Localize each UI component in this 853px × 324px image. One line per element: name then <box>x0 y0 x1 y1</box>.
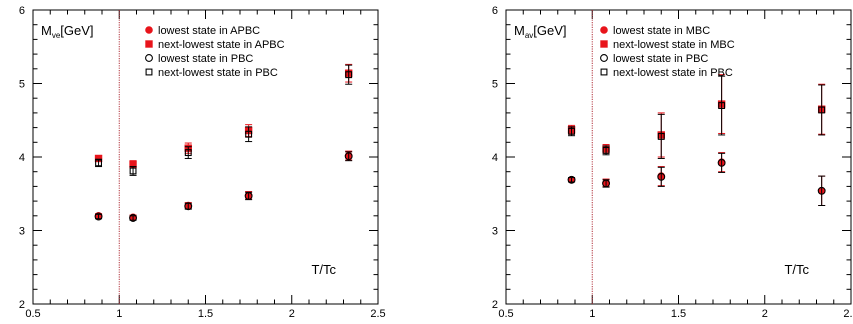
legend-marker <box>145 40 153 48</box>
y-tick-label: 4 <box>19 152 25 164</box>
data-point <box>657 132 665 140</box>
x-tick-label: 1 <box>116 308 122 320</box>
data-point <box>818 106 826 114</box>
y-axis-label: Mve[GeV] <box>41 23 94 40</box>
series-2 <box>567 152 826 207</box>
legend: lowest state in APBC next-lowest state in… <box>145 25 285 79</box>
data-point <box>568 127 576 135</box>
legend-marker <box>600 40 608 48</box>
x-tick-label: 0.5 <box>498 308 513 320</box>
legend-entry: lowest state in PBC <box>613 53 708 65</box>
y-tick-label: 5 <box>492 79 498 91</box>
y-axis-label-subscript: ve <box>52 31 61 40</box>
data-point <box>657 172 666 181</box>
y-axis-label-symbol: M <box>514 23 525 38</box>
y-tick-label: 4 <box>492 152 498 164</box>
y-tick-label: 3 <box>19 226 25 238</box>
data-point <box>602 179 610 188</box>
y-tick-label: 2 <box>19 299 25 311</box>
x-tick-label: 0.5 <box>25 308 40 320</box>
data-point <box>94 212 103 221</box>
y-tick-label: 5 <box>19 79 25 91</box>
legend-entry: lowest state in APBC <box>158 25 260 37</box>
chart-panel-right: 0.5 1 1.5 2 2.5 2 3 4 5 6 Mav[GeV] T/Tc lowest state… <box>492 5 853 320</box>
x-tick-label: 1.5 <box>198 308 213 320</box>
x-tick-label: 2.5 <box>843 308 853 320</box>
data-point <box>184 202 193 211</box>
data-point <box>345 71 353 79</box>
data-point <box>344 152 353 161</box>
data-point <box>244 192 253 200</box>
data-point <box>129 167 137 175</box>
data-point <box>129 214 138 222</box>
x-tick-label: 2.5 <box>370 308 385 320</box>
series-1 <box>567 74 826 158</box>
x-tick-label: 2 <box>762 308 768 320</box>
legend: lowest state in MBC next-lowest state in … <box>600 25 735 79</box>
y-axis-label-subscript: av <box>525 31 533 40</box>
legend-entry: next-lowest state in APBC <box>158 39 285 51</box>
legend-entry: next-lowest state in PBC <box>613 67 733 79</box>
y-axis-label-symbol: M <box>41 23 52 38</box>
legend-marker <box>600 26 608 34</box>
data-point <box>717 158 726 167</box>
series-0 <box>567 152 826 207</box>
legend-marker <box>145 26 153 34</box>
series-3 <box>95 64 353 176</box>
series-1 <box>94 63 353 169</box>
y-tick-label: 6 <box>492 5 498 17</box>
data-point <box>567 175 576 184</box>
x-axis-label: T/Tc <box>784 262 809 277</box>
data-point <box>602 146 610 154</box>
x-tick-label: 1 <box>589 308 595 320</box>
y-tick-label: 2 <box>492 299 498 311</box>
y-tick-label: 3 <box>492 226 498 238</box>
legend-marker <box>600 54 608 62</box>
legend-entry: next-lowest state in PBC <box>158 67 278 79</box>
x-axis-label: T/Tc <box>311 262 336 277</box>
legend-entry: lowest state in PBC <box>158 53 253 65</box>
y-tick-label: 6 <box>19 5 25 17</box>
chart-panel-left: 0.5 1 1.5 2 2.5 2 3 4 5 6 Mve[GeV] T/Tc lowest state… <box>19 5 386 320</box>
data-point <box>245 130 253 138</box>
legend-marker <box>145 68 153 76</box>
data-point <box>718 102 726 110</box>
legend-entry: next-lowest state in MBC <box>613 39 735 51</box>
x-tick-label: 1.5 <box>671 308 686 320</box>
series-3 <box>568 75 826 159</box>
y-axis-label: Mav[GeV] <box>514 23 567 40</box>
y-axis-label-unit: [GeV] <box>60 23 93 38</box>
legend-marker <box>145 54 153 62</box>
x-tick-label: 2 <box>289 308 295 320</box>
legend-marker <box>600 68 608 76</box>
y-axis-label-unit: [GeV] <box>533 23 566 38</box>
series-2 <box>94 151 353 222</box>
data-point <box>95 159 103 167</box>
data-point <box>184 149 192 157</box>
data-point <box>817 186 826 195</box>
legend-entry: lowest state in MBC <box>613 25 710 37</box>
